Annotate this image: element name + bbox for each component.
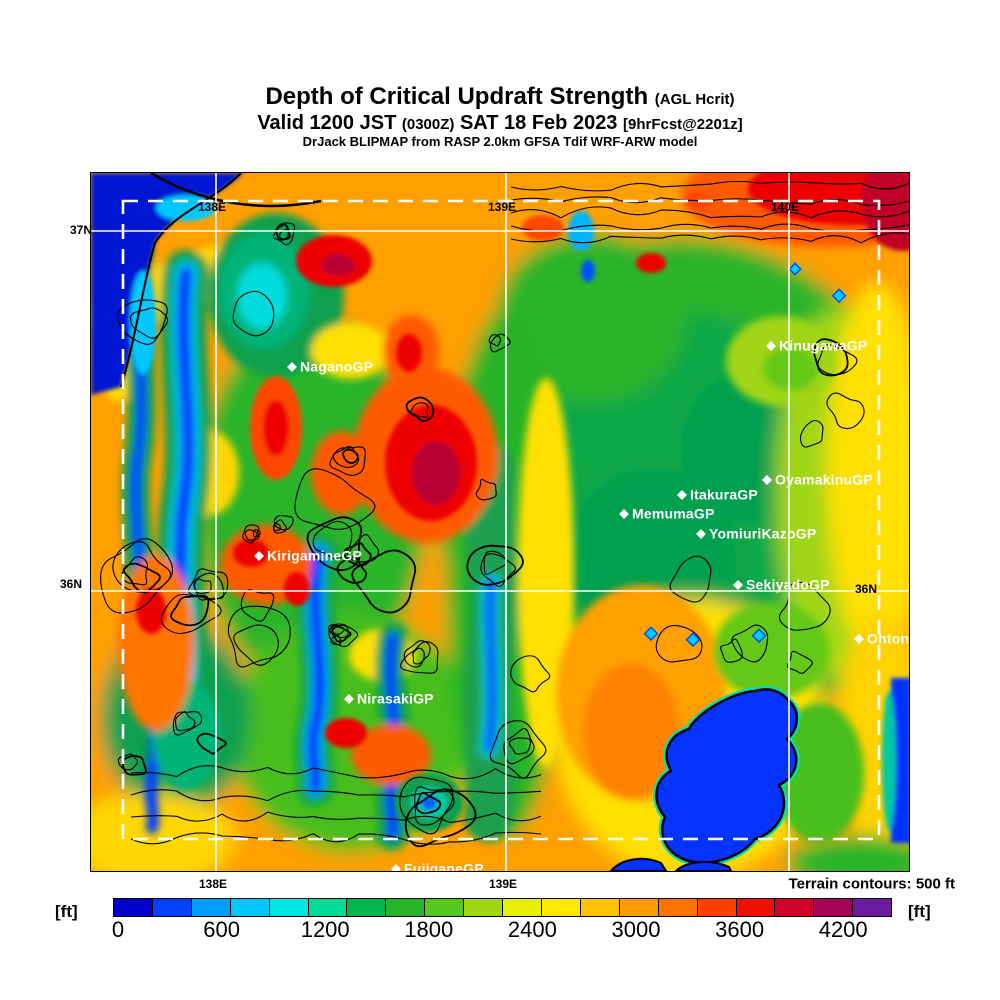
colorbar-segment bbox=[464, 899, 504, 916]
colorbar-tick-label: 3000 bbox=[611, 917, 661, 942]
site-label: SekiyadoGP bbox=[746, 576, 830, 593]
colorbar-segment bbox=[347, 899, 387, 916]
grid-lines bbox=[91, 173, 909, 871]
terrain-blobs-small bbox=[91, 173, 909, 843]
inner-domain-boundary bbox=[121, 199, 881, 841]
colorbar-segment bbox=[541, 899, 581, 916]
site-marker bbox=[287, 362, 297, 372]
title-block: Depth of Critical Updraft Strength (AGL … bbox=[0, 83, 1000, 150]
site-marker bbox=[733, 580, 743, 590]
colorbar-segment bbox=[736, 899, 776, 916]
lon-axis-label: 139E bbox=[488, 877, 518, 891]
coastline-lines bbox=[120, 173, 322, 388]
valid-zulu: (0300Z) bbox=[401, 115, 455, 133]
site-marker bbox=[619, 509, 629, 519]
site-marker bbox=[766, 341, 776, 351]
colorbar-segment bbox=[230, 899, 270, 916]
site-marker bbox=[344, 694, 354, 704]
site-marker bbox=[677, 490, 687, 500]
colorbar-segment bbox=[697, 899, 737, 916]
map-labels-layer: 138E 139E 140E NaganoGP KinugawaGP OyamakinuG… bbox=[91, 173, 909, 871]
lat-grid-label: 37N bbox=[69, 223, 93, 237]
colorbar-ticks: 0 600 1200 1800 2400 3000 3600 4200 bbox=[111, 917, 890, 942]
colorbar-segment bbox=[152, 899, 192, 916]
colorbar-segment bbox=[814, 899, 854, 916]
colorbar-tick-label: 600 bbox=[203, 917, 240, 942]
colorbar-tick-label: 2400 bbox=[507, 917, 557, 942]
lat-grid-label: 36N bbox=[854, 582, 878, 596]
forecast-map: 138E 139E 140E NaganoGP KinugawaGP OyamakinuG… bbox=[90, 172, 910, 872]
site-marker bbox=[391, 864, 401, 871]
site-marker bbox=[762, 475, 772, 485]
colorbar-segment bbox=[619, 899, 659, 916]
colorbar-segment bbox=[191, 899, 231, 916]
colorbar-segment bbox=[853, 899, 892, 916]
colorbar-segment bbox=[308, 899, 348, 916]
site-label: OyamakinuGP bbox=[775, 471, 873, 488]
valid-line: Valid 1200 JST (0300Z) SAT 18 Feb 2023 [… bbox=[0, 112, 1000, 134]
site-label: YomiuriKazoGP bbox=[709, 525, 817, 542]
title-suffix: (AGL Hcrit) bbox=[654, 91, 735, 108]
site-label: KinugawaGP bbox=[779, 337, 868, 354]
colorbar-tick-label: 0 bbox=[111, 917, 125, 942]
lat-grid-label: 36N bbox=[59, 577, 83, 591]
site-label: MemumaGP bbox=[632, 505, 715, 522]
valid-fcst: [9hrFcst@2201z] bbox=[623, 115, 743, 133]
colorbar-segment bbox=[425, 899, 465, 916]
colorbar-segment bbox=[503, 899, 542, 916]
site-label: NaganoGP bbox=[300, 358, 374, 375]
site-marker bbox=[696, 529, 706, 539]
site-marker bbox=[854, 634, 864, 644]
colorbar-tick-label: 1800 bbox=[404, 917, 454, 942]
lake-markers bbox=[643, 262, 847, 648]
colorbar-tick-label: 3600 bbox=[715, 917, 765, 942]
colorbar bbox=[113, 898, 892, 917]
contour-lines bbox=[100, 180, 909, 848]
colorbar-segment bbox=[114, 899, 153, 916]
title-line: Depth of Critical Updraft Strength (AGL … bbox=[0, 83, 1000, 111]
colorbar-tick-label: 1200 bbox=[300, 917, 350, 942]
colorbar-segment bbox=[269, 899, 309, 916]
site-label: ItakuraGP bbox=[690, 486, 758, 503]
colorbar-tick-label: 4200 bbox=[818, 917, 868, 942]
site-label: NirasakiGP bbox=[357, 690, 434, 707]
lon-grid-label: 139E bbox=[487, 200, 517, 214]
site-label: OhtoneGP bbox=[867, 630, 910, 647]
valid-date: SAT 18 Feb 2023 bbox=[459, 111, 618, 134]
site-label: FujiganeGP bbox=[404, 860, 484, 872]
site-label: KirigamineGP bbox=[267, 547, 362, 564]
colorbar-segment bbox=[775, 899, 815, 916]
colorbar-segment bbox=[580, 899, 620, 916]
lon-axis-label: 138E bbox=[198, 877, 228, 891]
lon-grid-label: 140E bbox=[770, 200, 800, 214]
bay-shape bbox=[655, 688, 799, 864]
terrain-contours-note: Terrain contours: 500 ft bbox=[788, 875, 955, 893]
page-title: Depth of Critical Updraft Strength bbox=[265, 83, 649, 110]
site-marker bbox=[254, 551, 264, 561]
terrain-field bbox=[91, 173, 909, 871]
model-line: DrJack BLIPMAP from RASP 2.0km GFSA Tdif… bbox=[302, 134, 698, 150]
colorbar-unit-left: [ft] bbox=[55, 902, 78, 921]
colorbar-unit-right: [ft] bbox=[908, 902, 931, 921]
bay-water bbox=[609, 262, 847, 871]
valid-prefix: Valid 1200 JST bbox=[257, 111, 397, 134]
colorbar-segment bbox=[386, 899, 426, 916]
colorbar-segment bbox=[658, 899, 698, 916]
lon-grid-label: 138E bbox=[197, 200, 227, 214]
